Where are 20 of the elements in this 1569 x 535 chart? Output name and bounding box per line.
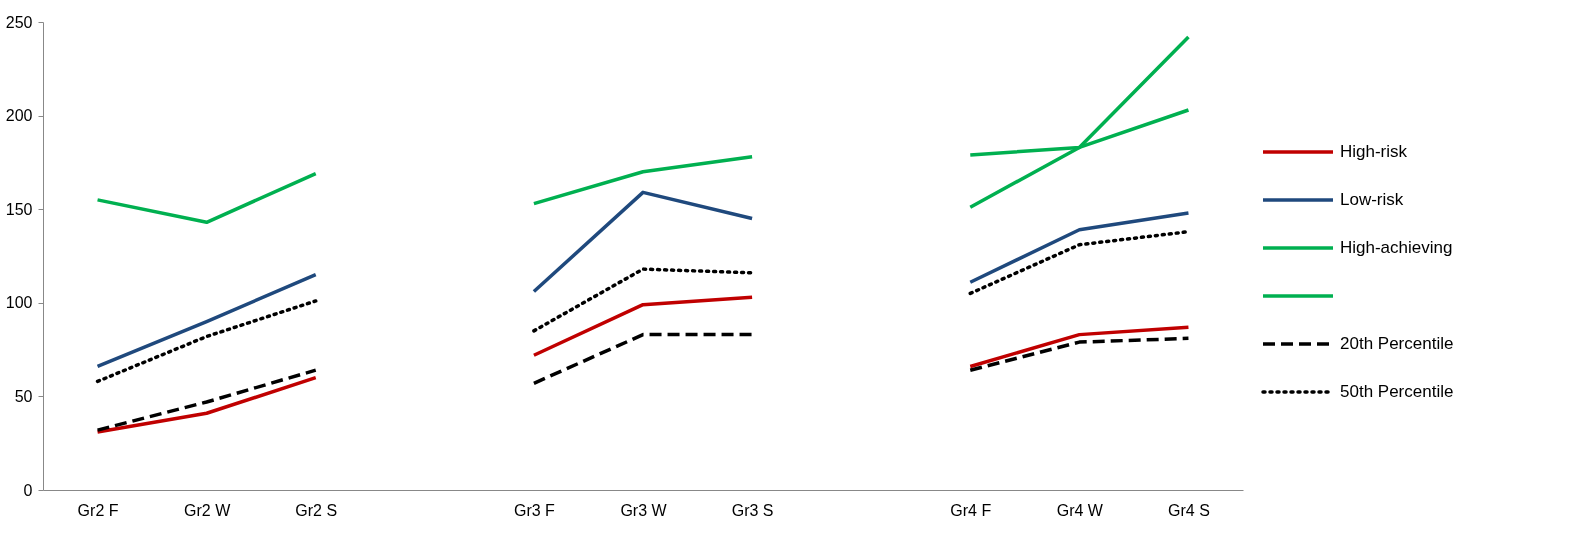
y-tick-label: 150 [5, 200, 33, 218]
legend-label: Low-risk [1340, 190, 1404, 209]
x-tick-label: Gr2 S [295, 501, 338, 519]
x-tick-label: Gr3 F [513, 501, 556, 519]
legend-label: High-achieving [1340, 238, 1453, 257]
x-tick-label: Gr3 S [731, 501, 774, 519]
legend-label: 50th Percentile [1340, 382, 1454, 401]
x-tick-label: Gr2 F [77, 501, 119, 519]
legend-label: High-risk [1340, 142, 1408, 161]
x-tick-label: Gr4 W [1056, 501, 1104, 519]
x-tick-label: Gr3 W [620, 501, 668, 519]
y-tick-label: 200 [5, 107, 33, 125]
x-tick-label: Gr4 F [950, 501, 992, 519]
y-tick-label: 250 [5, 13, 33, 31]
y-tick-label: 50 [14, 387, 33, 405]
y-tick-label: 100 [5, 294, 33, 312]
x-tick-label: Gr4 S [1168, 501, 1210, 519]
x-tick-label: Gr2 W [184, 501, 232, 519]
y-tick-label: 0 [23, 481, 33, 499]
legend-label: 20th Percentile [1340, 334, 1454, 353]
